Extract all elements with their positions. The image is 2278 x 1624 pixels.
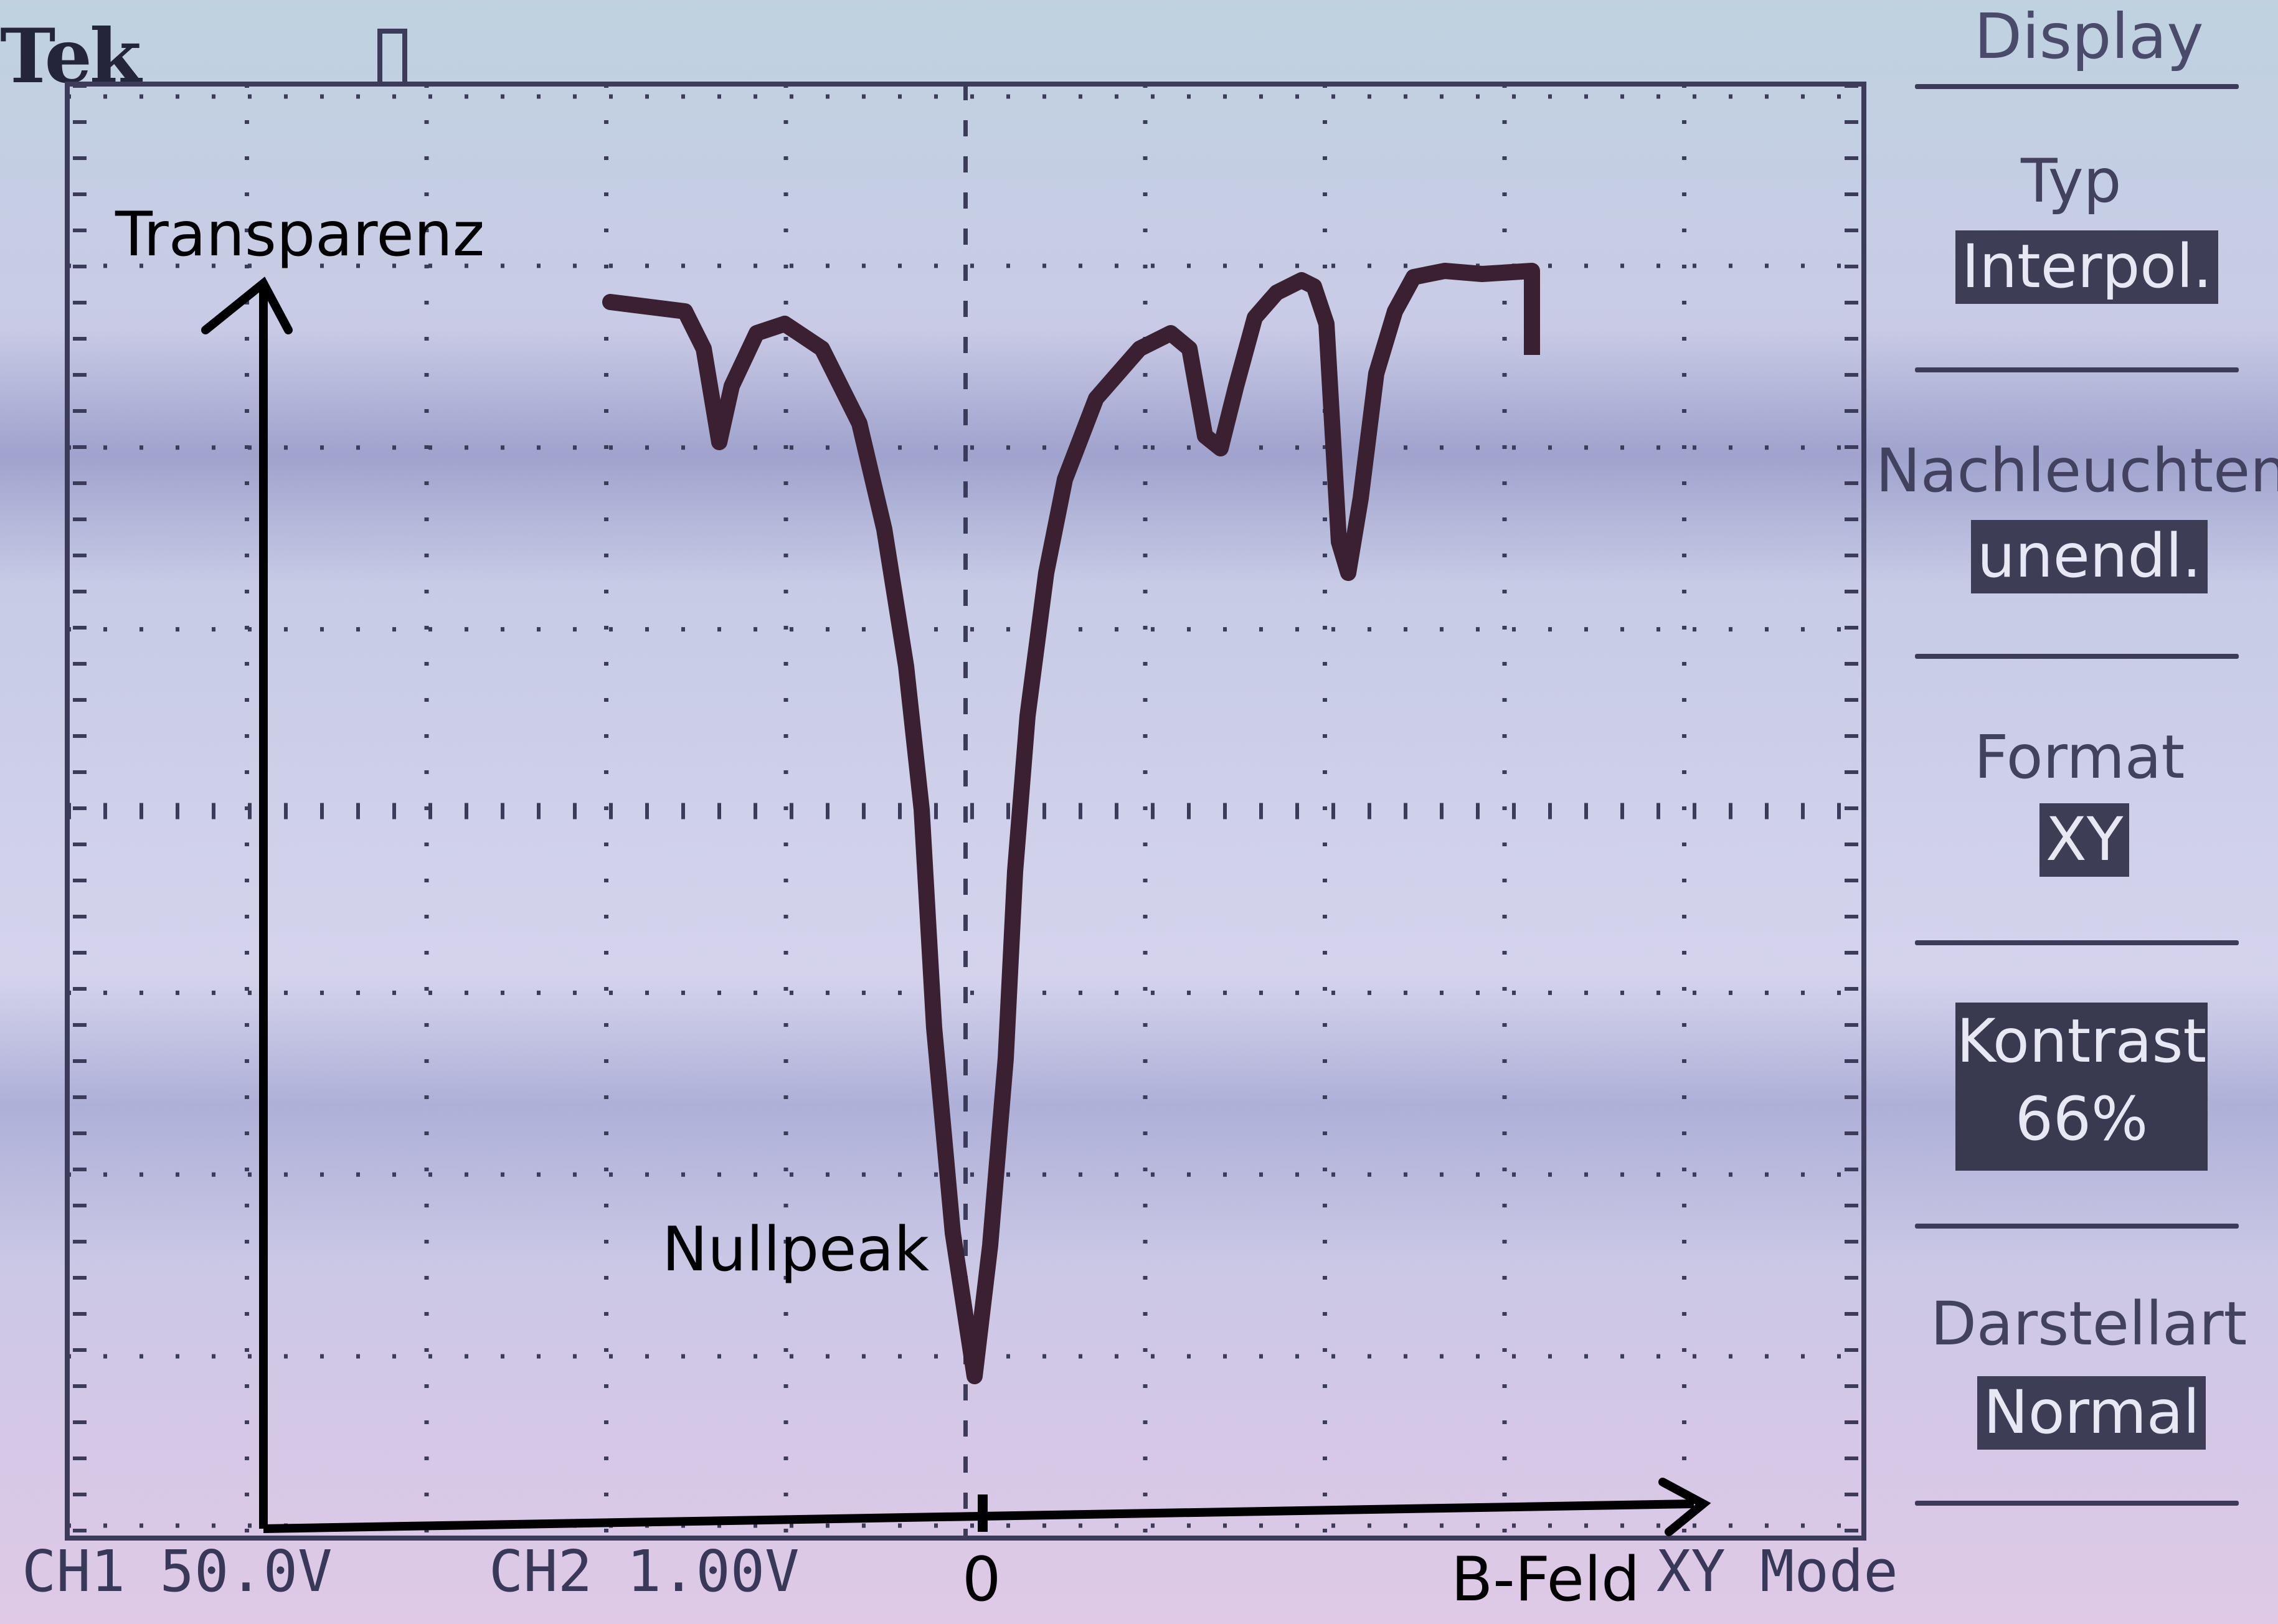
menu-button-darstellart[interactable]: Normal <box>1977 1376 2206 1450</box>
menu-button-kontrast[interactable]: Kontrast 66% <box>1955 1003 2208 1171</box>
origin-label: 0 <box>962 1544 1001 1615</box>
menu-divider <box>1915 654 2239 659</box>
menu-divider <box>1915 1501 2239 1506</box>
menu-label-format: Format <box>1974 722 2185 792</box>
menu-button-typ[interactable]: Interpol. <box>1955 230 2219 304</box>
menu-divider <box>1915 367 2239 372</box>
ch2-scale: CH2 1.00V <box>489 1538 800 1605</box>
menu-divider <box>1915 940 2239 945</box>
menu-button-nachleuchten[interactable]: unendl. <box>1971 520 2208 593</box>
signal-trace <box>602 263 1540 1384</box>
menu-title: Display <box>1974 0 2204 73</box>
y-axis-label: Transparenz <box>115 199 485 270</box>
menu-divider <box>1915 84 2239 89</box>
menu-label-typ: Typ <box>2021 146 2122 216</box>
mode-indicator: XY Mode <box>1657 1538 1898 1605</box>
menu-label-darstellart: Darstellart <box>1931 1289 2247 1359</box>
menu-label-kontrast: Kontrast <box>1956 1006 2207 1076</box>
peak-label: Nullpeak <box>662 1214 930 1285</box>
ch1-scale: CH1 50.0V <box>22 1538 333 1605</box>
x-axis-arrowhead <box>1658 1478 1711 1536</box>
y-axis-arrowhead <box>201 276 293 334</box>
menu-label-nachleuchten: Nachleuchten <box>1876 436 2278 506</box>
graticule-grid <box>67 84 1864 1538</box>
menu-button-format[interactable]: XY <box>2039 803 2130 877</box>
menu-divider <box>1915 1224 2239 1229</box>
x-axis-label: B-Feld <box>1451 1544 1640 1615</box>
menu-value-kontrast: 66% <box>2015 1083 2148 1154</box>
